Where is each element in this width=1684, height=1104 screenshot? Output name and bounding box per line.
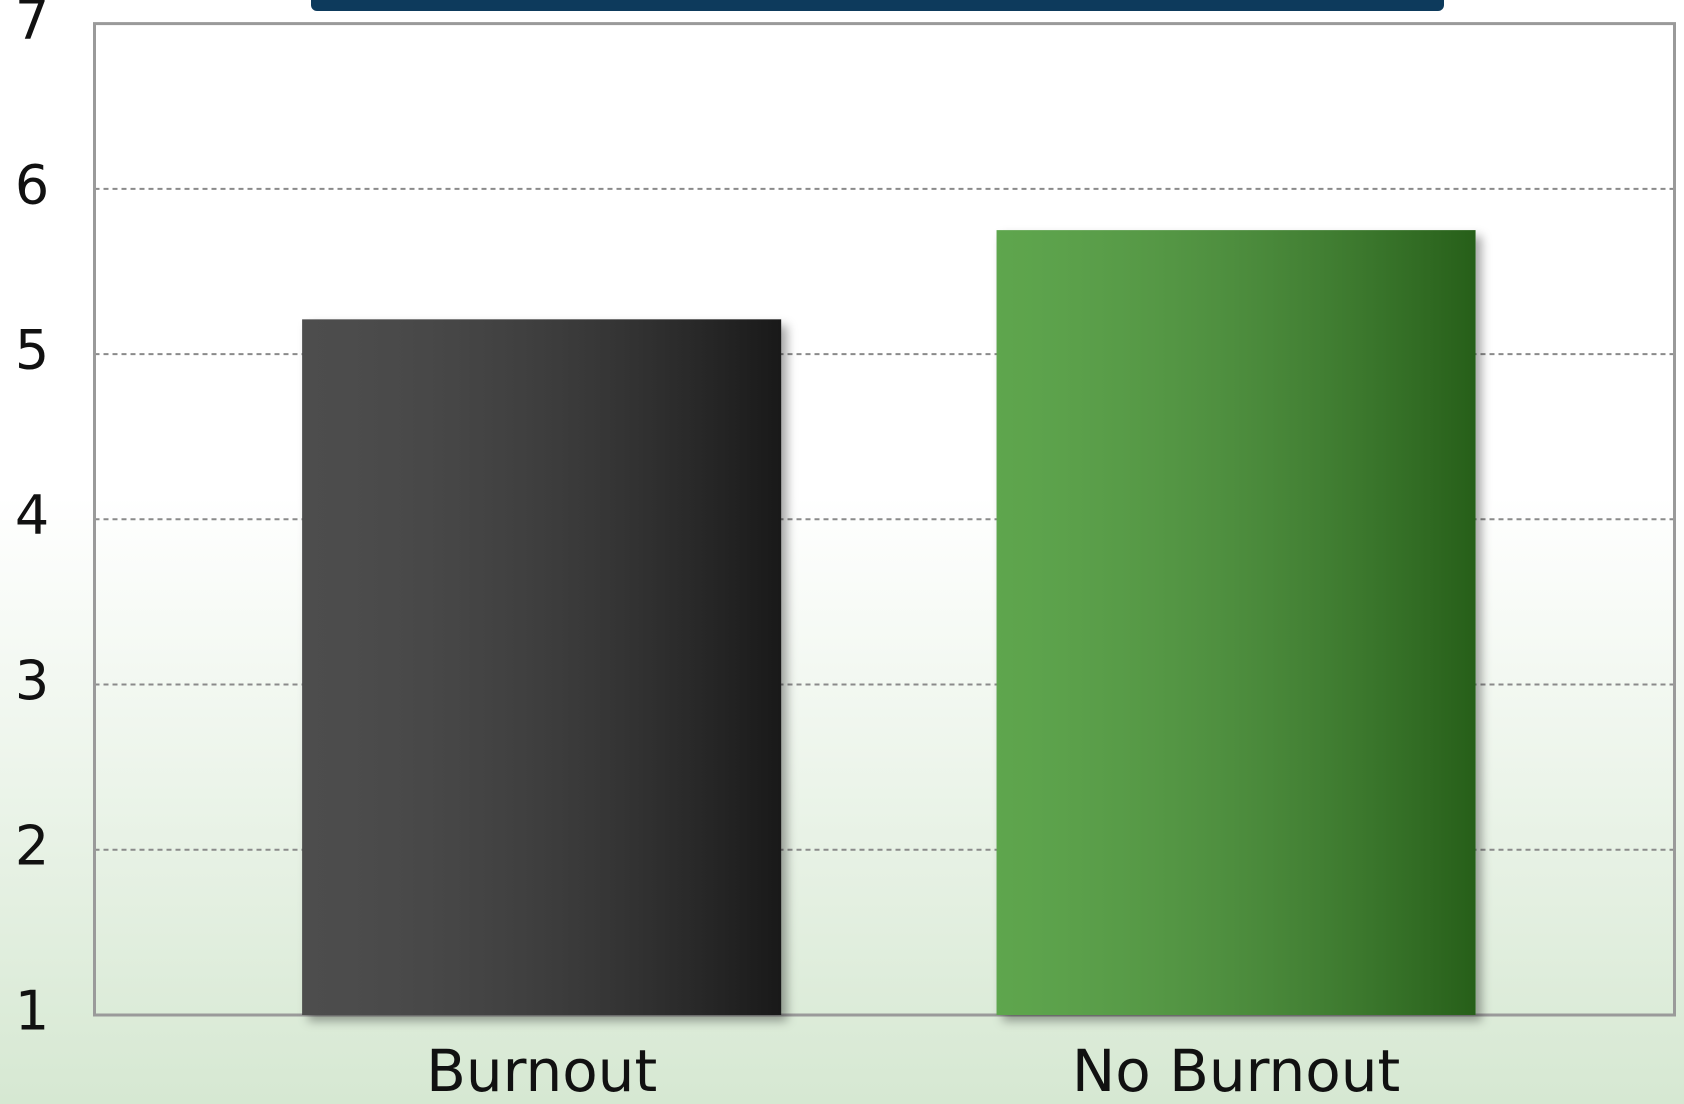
y-tick-label: 1	[15, 980, 49, 1043]
bar-shading	[996, 230, 1476, 1015]
x-tick-label: No Burnout	[1072, 1037, 1400, 1104]
x-tick-label: Burnout	[426, 1037, 657, 1104]
y-tick-label: 2	[15, 814, 49, 877]
y-tick-label: 7	[15, 0, 49, 51]
bar-shading	[302, 319, 782, 1015]
y-tick-label: 5	[15, 319, 49, 382]
y-tick-label: 3	[15, 649, 49, 712]
y-tick-label: 6	[15, 153, 49, 216]
y-tick-label: 4	[15, 484, 49, 547]
title-banner	[311, 0, 1444, 11]
plot-frame	[93, 22, 1676, 1017]
